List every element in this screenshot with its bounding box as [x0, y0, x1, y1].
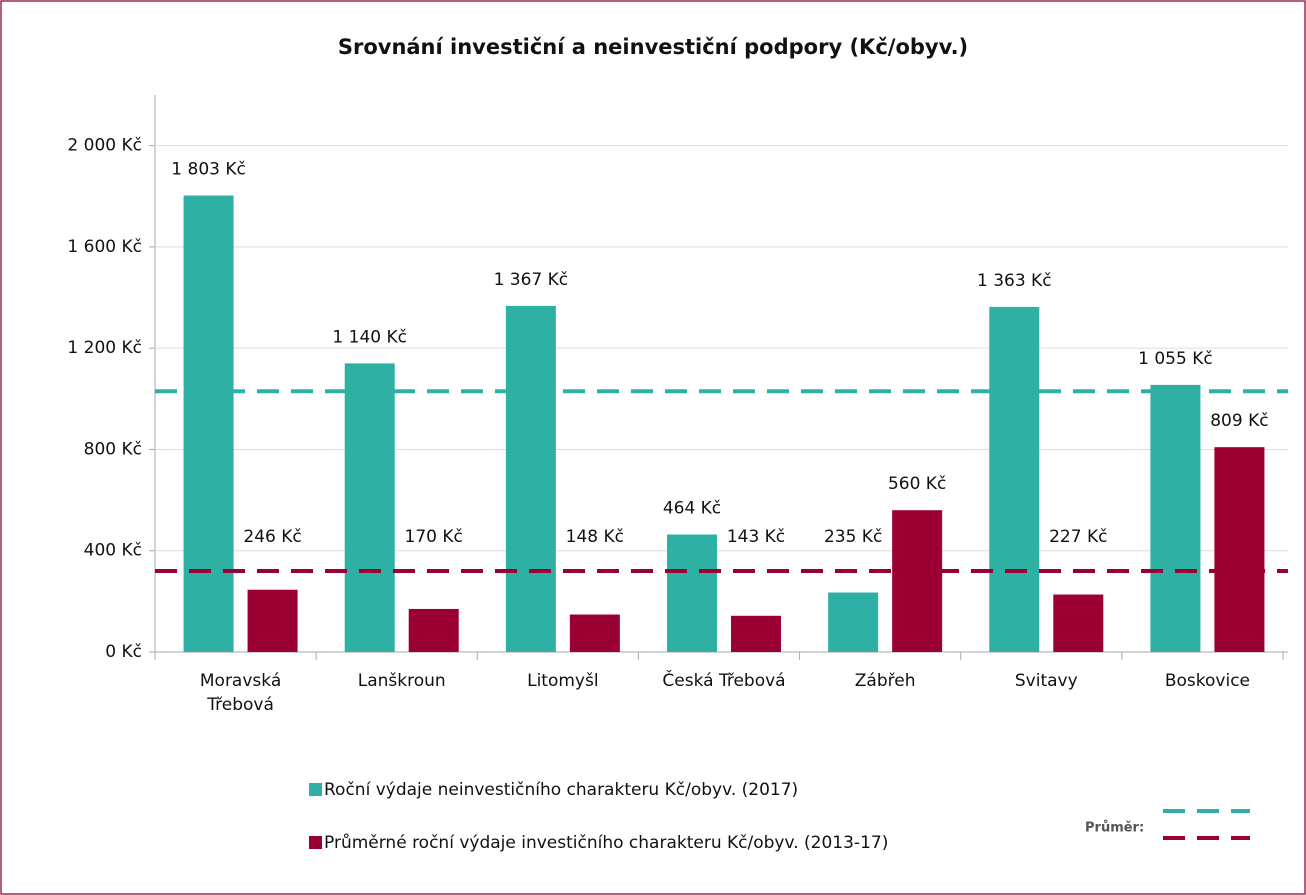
bar [731, 615, 781, 652]
bar [1053, 594, 1104, 652]
bar [1214, 447, 1265, 652]
bar [1150, 384, 1201, 652]
bar [828, 592, 879, 652]
legend-swatch [309, 783, 322, 796]
value-label: 809 Kč [1210, 411, 1268, 431]
value-label: 170 Kč [405, 527, 463, 547]
value-label: 235 Kč [824, 527, 882, 547]
bar [892, 510, 943, 652]
value-label: 464 Kč [663, 499, 721, 519]
value-label: 1 140 Kč [332, 327, 407, 347]
bar [344, 363, 395, 652]
x-tick-label: Litomyšl [527, 671, 599, 691]
value-label: 1 363 Kč [977, 271, 1052, 291]
x-tick-label: Boskovice [1164, 671, 1250, 691]
value-label: 246 Kč [243, 527, 301, 547]
y-tick-label: 1 200 Kč [67, 338, 142, 358]
value-label: 560 Kč [888, 474, 946, 494]
value-label: 1 055 Kč [1138, 349, 1213, 369]
average-legend-label: Průměr: [1085, 821, 1144, 836]
bar [569, 614, 620, 652]
legend-swatch [309, 836, 322, 849]
value-label: 227 Kč [1049, 527, 1107, 547]
value-label: 148 Kč [566, 527, 624, 547]
bar [408, 608, 459, 652]
bar [183, 195, 234, 652]
value-label: 143 Kč [727, 527, 785, 547]
y-tick-label: 2 000 Kč [67, 136, 142, 156]
x-tick-label: Česká Třebová [662, 671, 786, 691]
chart-title: Srovnání investiční a neinvestiční podpo… [338, 35, 968, 59]
value-label: 1 803 Kč [171, 160, 246, 180]
x-tick-label: Svitavy [1014, 671, 1078, 691]
bar [989, 306, 1040, 652]
y-tick-label: 0 Kč [105, 642, 142, 662]
x-tick-label: Lanškroun [357, 671, 446, 691]
legend-label: Roční výdaje neinvestičního charakteru K… [324, 780, 798, 800]
bar [247, 589, 298, 652]
legend-label: Průměrné roční výdaje investičního chara… [324, 833, 888, 853]
x-tick-label: Zábřeh [854, 671, 916, 691]
y-tick-label: 800 Kč [84, 439, 142, 459]
x-tick-label: Moravská Třebová [199, 671, 282, 715]
bar [667, 534, 717, 652]
bar [505, 305, 556, 652]
y-tick-label: 1 600 Kč [67, 237, 142, 257]
value-label: 1 367 Kč [494, 270, 569, 290]
y-tick-label: 400 Kč [84, 541, 142, 561]
